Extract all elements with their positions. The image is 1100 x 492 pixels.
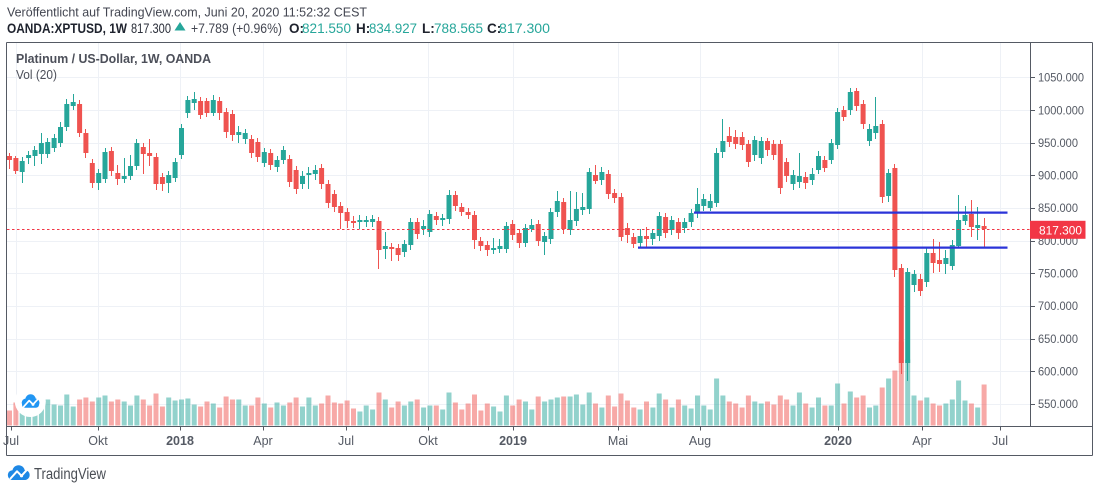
svg-text:Apr: Apr: [912, 434, 931, 448]
svg-text:Aug: Aug: [689, 434, 711, 448]
svg-text:1000.000: 1000.000: [1038, 103, 1084, 117]
svg-text:2020: 2020: [824, 434, 852, 448]
svg-text:Okt: Okt: [88, 434, 108, 448]
svg-text:900.000: 900.000: [1038, 169, 1078, 183]
svg-text:Jul: Jul: [992, 434, 1008, 448]
svg-text:Jul: Jul: [3, 434, 19, 448]
svg-text:TradingView: TradingView: [34, 466, 107, 483]
svg-text:Apr: Apr: [253, 434, 272, 448]
svg-text:850.000: 850.000: [1038, 201, 1078, 215]
svg-text:2018: 2018: [166, 434, 194, 448]
svg-text:817.300: 817.300: [1039, 223, 1082, 237]
svg-text:817.300: 817.300: [499, 21, 550, 36]
svg-text:OANDA:XPTUSD, 1W: OANDA:XPTUSD, 1W: [7, 21, 127, 36]
svg-text:2019: 2019: [499, 434, 527, 448]
svg-text:600.000: 600.000: [1038, 365, 1078, 379]
svg-text:Okt: Okt: [418, 434, 438, 448]
svg-text:Mai: Mai: [608, 434, 628, 448]
svg-text:L:: L:: [422, 21, 435, 36]
svg-text:Jul: Jul: [338, 434, 354, 448]
svg-text:C:: C:: [487, 21, 501, 36]
svg-text:950.000: 950.000: [1038, 136, 1078, 150]
svg-text:650.000: 650.000: [1038, 332, 1078, 346]
svg-text:834.927: 834.927: [369, 21, 417, 36]
svg-text:Veröffentlicht auf TradingView: Veröffentlicht auf TradingView.com, Juni…: [7, 5, 367, 20]
svg-text:750.000: 750.000: [1038, 267, 1078, 281]
svg-text:817.300: 817.300: [131, 21, 171, 36]
svg-text:700.000: 700.000: [1038, 299, 1078, 313]
svg-text:O:: O:: [289, 21, 304, 36]
svg-text:+7.789 (+0.96%): +7.789 (+0.96%): [191, 21, 282, 36]
svg-text:550.000: 550.000: [1038, 397, 1078, 411]
svg-text:Platinum / US-Dollar, 1W, OAND: Platinum / US-Dollar, 1W, OANDA: [16, 52, 211, 66]
svg-text:1050.000: 1050.000: [1038, 71, 1084, 85]
svg-text:Vol (20): Vol (20): [16, 68, 57, 82]
svg-text:788.565: 788.565: [434, 21, 483, 36]
svg-text:H:: H:: [356, 21, 370, 36]
svg-text:821.550: 821.550: [302, 21, 351, 36]
